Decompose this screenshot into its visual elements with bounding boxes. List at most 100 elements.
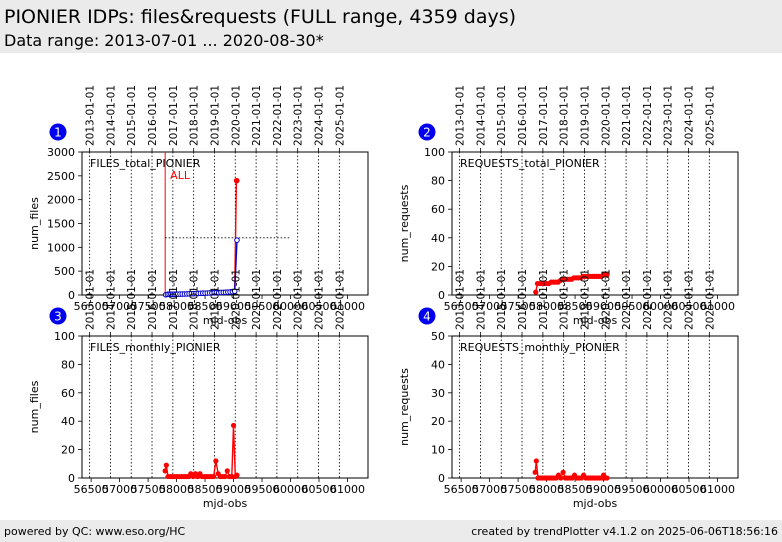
plot-frame [451,151,739,296]
y-axis-label: num_requests [398,184,411,262]
footer-credit: powered by QC: www.eso.org/HC [4,525,186,538]
x-tick-label: 56500 [74,300,109,313]
x-tick-label: 58500 [558,300,593,313]
y-tick-label: 100 [424,146,445,159]
panel-badge [49,123,67,141]
x-axis-label: mjd-obs [573,314,618,327]
data-point [163,462,169,468]
x-tick-label: 60500 [672,483,707,496]
page-subtitle: Data range: 2013-07-01 ... 2020-08-30* [4,31,324,50]
date-tick-label: 2021-01-01 [251,85,263,146]
date-tick-label: 2015-01-01 [496,269,508,330]
date-tick-label: 2022-01-01 [272,269,284,330]
date-tick-label: 2024-01-01 [683,85,695,146]
date-tick-label: 2025-01-01 [334,85,346,146]
date-tick-label: 2013-01-01 [455,85,467,146]
date-tick-label: 2015-01-01 [496,85,508,146]
all-marker-label: ALL [170,169,191,182]
y-tick-label: 20 [61,444,75,457]
x-tick-label: 56500 [74,483,109,496]
x-tick-label: 57500 [501,483,536,496]
x-tick-label: 58000 [159,300,194,313]
y-tick-label: 20 [431,260,445,273]
x-axis-label: mjd-obs [203,497,248,510]
x-axis-label: mjd-obs [573,497,618,510]
x-tick-label: 60000 [643,483,678,496]
date-tick-label: 2025-01-01 [704,85,716,146]
y-tick-label: 80 [61,358,75,371]
x-tick-label: 56500 [444,300,479,313]
data-point [224,468,230,474]
y-tick-label: 100 [54,330,75,343]
y-tick-label: 0 [68,289,75,302]
date-tick-label: 2017-01-01 [538,85,550,146]
x-tick-label: 59500 [245,483,280,496]
panel-badge-number: 3 [54,310,62,324]
y-tick-label: 0 [438,289,445,302]
date-tick-label: 2016-01-01 [147,269,159,330]
date-tick-label: 2014-01-01 [475,85,487,146]
x-tick-label: 57000 [102,300,137,313]
x-tick-label: 59000 [586,483,621,496]
date-tick-label: 2013-01-01 [85,269,97,330]
date-tick-label: 2015-01-01 [126,269,138,330]
panel-badge-number: 2 [423,126,431,140]
data-point [231,288,238,294]
date-tick-label: 2018-01-01 [559,85,571,146]
x-tick-label: 60500 [672,300,707,313]
panel-badge-number: 1 [54,126,62,140]
date-tick-label: 2023-01-01 [293,269,305,330]
data-point [533,458,539,464]
y-tick-label: 20 [431,415,445,428]
x-tick-label: 57000 [472,483,507,496]
panel-label: FILES_monthly_PIONIER [90,341,221,354]
date-tick-label: 2024-01-01 [313,269,325,330]
panel-label: REQUESTS_total_PIONIER [460,157,600,170]
x-tick-label: 59000 [216,300,251,313]
date-tick-label: 2020-01-01 [230,269,242,330]
date-tick-label: 2020-01-01 [600,85,612,146]
data-point [234,472,240,478]
panel-badge [49,307,67,325]
y-tick-label: 3000 [47,146,75,159]
date-tick-label: 2022-01-01 [272,85,284,146]
data-point [234,237,240,243]
date-tick-label: 2013-01-01 [85,85,97,146]
date-tick-label: 2019-01-01 [579,85,591,146]
date-tick-label: 2019-01-01 [209,85,221,146]
data-point [558,475,564,481]
chart-panel-1: 2013-01-01 2014-01-01 2015-01-01 2016-01-01… [28,85,369,327]
x-tick-label: 60500 [302,483,337,496]
x-tick-label: 60000 [273,483,308,496]
date-tick-label: 2021-01-01 [251,269,263,330]
date-tick-label: 2015-01-01 [126,85,138,146]
y-tick-label: 60 [61,387,75,400]
data-point [560,469,566,475]
y-tick-label: 40 [61,415,75,428]
plot-frame [81,335,369,479]
date-tick-label: 2019-01-01 [209,269,221,330]
chart-panel-2: 2013-01-01 2014-01-01 2015-01-01 2016-01-01… [398,85,739,327]
x-tick-label: 57000 [102,483,137,496]
x-tick-label: 58000 [159,483,194,496]
x-tick-label: 58500 [558,483,593,496]
footer-created-by: created by trendPlotter v4.1.2 on 2025-0… [471,525,778,538]
data-point [604,475,610,481]
data-point [604,272,610,278]
y-tick-label: 0 [438,472,445,485]
y-axis-label: num_requests [398,368,411,446]
x-tick-label: 60500 [302,300,337,313]
page-title: PIONIER IDPs: files&requests (FULL range… [4,6,517,28]
header-bar: PIONIER IDPs: files&requests (FULL range… [0,0,782,53]
date-tick-label: 2023-01-01 [663,269,675,330]
y-tick-label: 2500 [47,170,75,183]
data-point [222,473,228,480]
y-tick-label: 40 [431,358,445,371]
x-tick-label: 61000 [700,300,735,313]
date-tick-label: 2024-01-01 [683,269,695,330]
date-tick-label: 2022-01-01 [642,85,654,146]
x-tick-label: 59500 [245,300,280,313]
date-tick-label: 2021-01-01 [621,85,633,146]
date-tick-label: 2018-01-01 [189,85,201,146]
